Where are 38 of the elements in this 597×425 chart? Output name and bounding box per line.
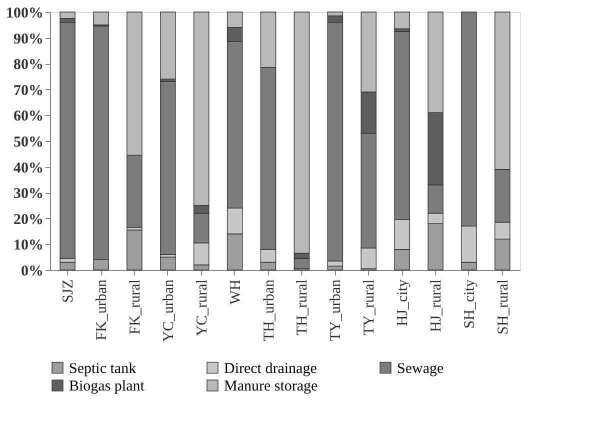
bar [60, 12, 76, 19]
bar [160, 12, 176, 80]
x-tick-label: HJ_city [395, 279, 412, 326]
legend-label: Biogas plant [69, 378, 146, 394]
y-tick-label: 60% [14, 108, 44, 125]
x-tick-label: TY_urban [328, 279, 344, 342]
x-tick-label: YC_urban [160, 279, 177, 342]
x-tick-label: SH_rural [495, 280, 512, 334]
legend-label: Manure storage [224, 378, 318, 394]
legend-label: Septic tank [69, 360, 137, 377]
y-tick-label: 80% [14, 57, 44, 74]
x-tick-label: YC_rural [194, 280, 210, 336]
y-tick-label: 30% [14, 186, 44, 202]
x-tick-label: FK_urban [94, 279, 110, 340]
x-tick-label: HJ_rural [428, 280, 445, 332]
y-tick-label: 70% [14, 82, 44, 99]
x-tick-label: WH [228, 279, 244, 304]
bar [60, 262, 76, 270]
y-tick-label: 0% [21, 264, 44, 280]
y-tick-label: 100% [6, 6, 44, 22]
x-tick-label: TH_rural [294, 280, 311, 336]
x-tick-label: TH_urban [261, 279, 278, 342]
y-tick-label: 90% [14, 31, 44, 48]
x-tick-label: TY_rural [362, 280, 378, 336]
bar [60, 22, 76, 259]
bar [394, 12, 410, 30]
bar [160, 81, 176, 255]
x-tick-label: SH_city [462, 279, 478, 329]
x-tick-label: SJZ [60, 280, 77, 303]
y-tick-label: 50% [14, 134, 44, 150]
y-tick-label: 40% [14, 160, 44, 176]
legend-label: Direct drainage [224, 360, 318, 377]
y-tick-label: 20% [14, 212, 44, 228]
y-tick-label: 10% [14, 238, 44, 254]
legend-label: Sewage [397, 360, 444, 377]
x-tick-label: FK_rural [127, 280, 144, 334]
bar [160, 256, 176, 270]
bar [126, 230, 142, 270]
